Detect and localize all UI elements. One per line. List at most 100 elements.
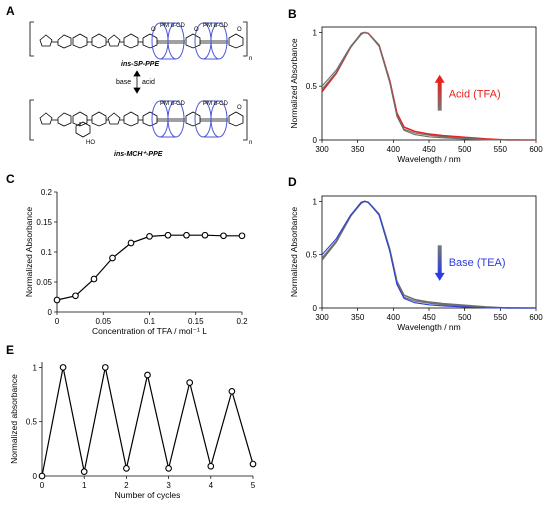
panel-e-data-point [207,462,215,470]
panel-c-data-point [53,296,61,304]
panel-e-x-axis-label: Number of cycles [115,490,181,500]
panel-d-x-tick-label: 400 [387,313,401,322]
molecular-structure-scheme: PM α-CD PM α-CD O O O n ins-SP-PPE base … [29,21,252,158]
subscript-n-top: n [249,56,252,62]
panel-letter-c: C [6,172,15,186]
panel-c-x-axis-label: Concentration of TFA / mol⁻¹ L [92,326,207,336]
panel-e-x-tick-label: 5 [251,481,256,490]
oxygen-label-top-3: O [237,27,242,33]
panel-d-x-tick-label: 500 [458,313,472,322]
panel-d-x-tick-label: 550 [494,313,508,322]
oxygen-label-bottom: O [237,105,242,111]
panel-b-x-tick-label: 600 [529,145,543,154]
panel-e-data-point [186,379,194,386]
cd-label-top-2: PM α-CD [203,23,228,29]
panel-c-data-line [56,234,242,301]
panel-e-data-point [80,468,88,476]
bottom-polymer-structure [29,99,248,141]
top-compound-name: ins-SP-PPE [121,61,159,68]
panel-b-x-axis-label: Wavelength / nm [397,154,460,164]
panel-c-data-point [201,231,209,239]
panel-b-arrow-up-icon [434,74,445,83]
panel-c-y-tick-label: 0 [48,308,53,317]
panel-c-x-tick-label: 0 [55,317,60,326]
panel-d-x-tick-label: 450 [422,313,436,322]
subscript-n-bottom: n [249,140,252,146]
panel-c-data-point [72,292,79,300]
panel-b-annotation-label: Acid (TFA) [449,89,501,101]
panel-c-data-point [90,275,98,283]
panel-d-spectrum-line [321,200,536,309]
cd-label-bottom-2: PM α-CD [203,101,228,107]
panel-d-x-tick-label: 600 [529,313,543,322]
panel-letter-d: D [288,175,297,189]
panel-d-x-axis-label: Wavelength / nm [397,322,460,332]
panel-d-y-tick-label: 1 [313,197,318,206]
panel-d-spectrum-line [321,200,536,309]
panel-c-data-point [183,231,190,239]
panel-d-arrow-down-icon [434,272,445,281]
cd-label-bottom-1: PM α-CD [160,101,185,107]
panel-c-x-tick-label: 0.05 [95,317,111,326]
panel-c-data-point [127,239,135,247]
panel-c-data-point [164,231,172,239]
panel-d-y-axis-label: Normalized Absorbance [289,207,299,298]
panel-d-annotation-label: Base (TEA) [449,257,506,269]
panel-b-y-tick-label: 0 [313,136,318,145]
oxygen-label-top-1: O [151,27,156,33]
panel-e-x-tick-label: 4 [209,481,214,490]
panel-e-data-point [59,364,67,371]
panel-letter-b: B [288,7,297,21]
chart-e-cycles: 0 1 2 3 4 5 0 0.5 1 Number of cycles Normalized ab… [9,362,257,500]
panel-d-x-tick-label: 350 [351,313,365,322]
panel-e-x-tick-label: 2 [124,481,129,490]
panel-c-y-tick-label: 0.15 [36,218,52,227]
panel-d-y-tick-label: 0 [313,304,318,313]
panel-e-x-tick-label: 0 [40,481,45,490]
oxygen-label-top-2: O [194,27,199,33]
alpha-cd-rings-bottom [151,100,228,138]
panel-b-x-tick-label: 400 [387,145,401,154]
panel-e-y-tick-label: 0 [33,472,38,481]
panel-e-x-tick-label: 3 [166,481,171,490]
panel-c-x-tick-label: 0.1 [144,317,156,326]
panel-e-data-point [228,387,236,395]
panel-c-x-tick-label: 0.15 [188,317,204,326]
panel-b-x-tick-label: 500 [458,145,472,154]
panel-e-y-axis-label: Normalized absorbance [9,374,19,464]
panel-b-x-tick-label: 300 [315,145,329,154]
panel-b-gradient-arrow-shaft [437,81,442,111]
panel-b-x-tick-label: 550 [494,145,508,154]
panel-e-data-point [101,364,109,371]
panel-c-data-point [109,254,116,262]
panel-c-y-tick-label: 0.05 [36,278,52,287]
panel-c-data-point [220,232,227,240]
panel-e-y-tick-label: 0.5 [26,418,38,427]
chart-c-titration: 0 0.05 0.1 0.15 0.2 0 0.05 0.1 0.15 0.2 Concentrat… [24,188,248,336]
panel-b-spectrum-line [321,31,537,141]
panel-d-y-tick-label: 0.5 [306,251,318,260]
panel-b-spectrum-line [321,31,536,141]
cd-label-top-1: PM α-CD [160,23,185,29]
panel-d-gradient-arrow-shaft [437,245,442,274]
panel-c-y-tick-label: 0.1 [41,248,53,257]
chart-d-base-spectra: 300 350 400 450 500 550 600 0 0.5 1 Wavelength / n… [289,195,543,332]
panel-letter-e: E [6,343,14,357]
top-polymer-structure [29,21,248,57]
panel-e-y-tick-label: 1 [33,363,38,372]
panel-c-data-point [238,232,246,240]
panel-e-data-point [144,371,151,379]
panel-b-y-axis-label: Normalized Absorbance [289,38,299,129]
hydroxyl-label: HO [86,140,95,146]
panel-b-y-tick-label: 0.5 [306,82,318,91]
panel-e-data-line [41,367,254,477]
panel-c-y-axis-label: Normalized Absorbance [24,207,34,298]
panel-b-y-tick-label: 1 [313,28,318,37]
panel-b-x-tick-label: 350 [351,145,365,154]
panel-e-data-point [165,465,172,472]
equilibrium-arrow [133,70,141,94]
chart-b-acid-spectra: 300 350 400 450 500 550 600 0 0.5 1 Wavelength / n… [289,26,543,164]
panel-b-spectrum-line [321,31,536,141]
panel-c-data-point [146,233,153,240]
